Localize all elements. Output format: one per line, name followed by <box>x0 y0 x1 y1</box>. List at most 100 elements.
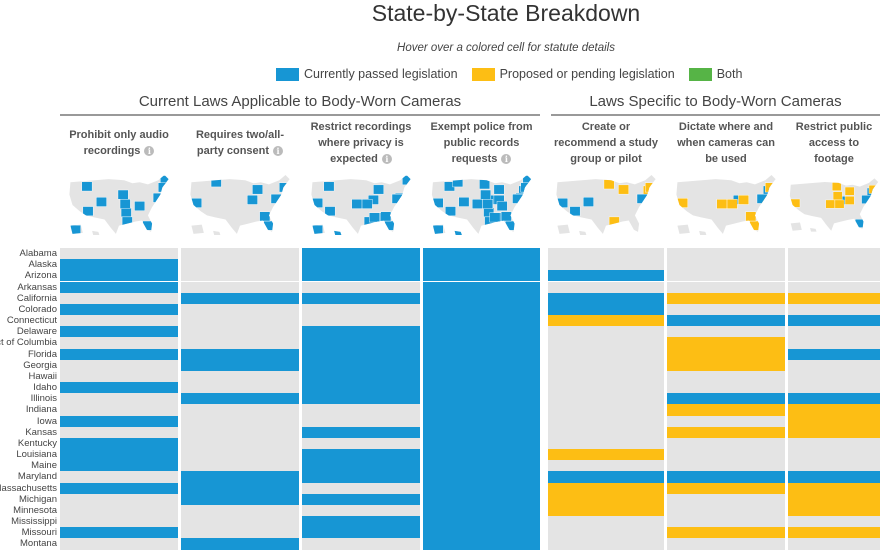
heatmap-cell[interactable] <box>548 315 664 327</box>
heatmap-cell[interactable] <box>60 326 178 338</box>
info-icon[interactable]: i <box>144 146 155 157</box>
heatmap-cell[interactable] <box>181 359 299 371</box>
heatmap-cell[interactable] <box>302 292 420 304</box>
heatmap-cell[interactable] <box>60 415 178 427</box>
heatmap-cell[interactable] <box>423 382 540 394</box>
heatmap-cell[interactable] <box>60 348 178 360</box>
heatmap-cell[interactable] <box>423 449 540 461</box>
heatmap-cell[interactable] <box>423 337 540 349</box>
heatmap-cell[interactable] <box>667 292 785 304</box>
heatmap-cell[interactable] <box>181 493 299 505</box>
heatmap-cell[interactable] <box>548 270 664 282</box>
heatmap-cell[interactable] <box>667 315 785 327</box>
heatmap-cell[interactable] <box>302 471 420 483</box>
heatmap-cell[interactable] <box>423 437 540 450</box>
heatmap-cell[interactable] <box>302 460 420 472</box>
heatmap-cell[interactable] <box>181 482 299 494</box>
heatmap-cell[interactable] <box>60 259 178 271</box>
heatmap-cell[interactable] <box>302 326 420 338</box>
heatmap-cell[interactable] <box>423 281 540 293</box>
heatmap-cell[interactable] <box>302 426 420 438</box>
heatmap-cell[interactable] <box>548 471 664 483</box>
heatmap-cell[interactable] <box>423 538 540 550</box>
heatmap-cell[interactable] <box>302 337 420 349</box>
heatmap-cell[interactable] <box>302 248 420 260</box>
heatmap-cell[interactable] <box>423 348 540 360</box>
heatmap-cell[interactable] <box>667 337 785 349</box>
heatmap-cell[interactable] <box>60 382 178 394</box>
heatmap-cell[interactable] <box>302 270 420 282</box>
heatmap-cell[interactable] <box>60 437 178 450</box>
heatmap-cell[interactable] <box>60 270 178 282</box>
heatmap-cell[interactable] <box>423 404 540 416</box>
heatmap-cell[interactable] <box>302 516 420 528</box>
heatmap-cell[interactable] <box>181 393 299 405</box>
heatmap-cell[interactable] <box>423 370 540 383</box>
heatmap-cell[interactable] <box>788 393 880 405</box>
heatmap-cell[interactable] <box>423 482 540 494</box>
heatmap-cell[interactable] <box>302 348 420 360</box>
heatmap-cell[interactable] <box>788 493 880 505</box>
heatmap-cell[interactable] <box>667 426 785 438</box>
heatmap-cell[interactable] <box>788 315 880 327</box>
heatmap-cell[interactable] <box>667 359 785 371</box>
heatmap-cell[interactable] <box>181 471 299 483</box>
heatmap-cell[interactable] <box>548 303 664 315</box>
heatmap-cell[interactable] <box>302 449 420 461</box>
heatmap-cell[interactable] <box>302 393 420 405</box>
heatmap-cell[interactable] <box>423 315 540 327</box>
info-icon[interactable]: i <box>381 154 392 165</box>
heatmap-cell[interactable] <box>423 504 540 517</box>
heatmap-cell[interactable] <box>548 292 664 304</box>
heatmap-cell[interactable] <box>788 404 880 416</box>
heatmap-cell[interactable] <box>423 303 540 315</box>
heatmap-cell[interactable] <box>60 449 178 461</box>
heatmap-cell[interactable] <box>60 281 178 293</box>
heatmap-cell[interactable] <box>60 482 178 494</box>
heatmap-cell[interactable] <box>667 527 785 539</box>
heatmap-cell[interactable] <box>548 504 664 517</box>
heatmap-cell[interactable] <box>302 370 420 383</box>
heatmap-cell[interactable] <box>548 482 664 494</box>
heatmap-cell[interactable] <box>667 393 785 405</box>
heatmap-cell[interactable] <box>302 382 420 394</box>
heatmap-cell[interactable] <box>423 460 540 472</box>
heatmap-cell[interactable] <box>667 404 785 416</box>
heatmap-cell[interactable] <box>302 359 420 371</box>
heatmap-cell[interactable] <box>302 493 420 505</box>
heatmap-cell[interactable] <box>423 359 540 371</box>
heatmap-cell[interactable] <box>423 426 540 438</box>
heatmap-cell[interactable] <box>302 259 420 271</box>
heatmap-cell[interactable] <box>667 348 785 360</box>
heatmap-cell[interactable] <box>302 527 420 539</box>
heatmap-cell[interactable] <box>788 415 880 427</box>
heatmap-cell[interactable] <box>181 538 299 550</box>
heatmap-cell[interactable] <box>788 471 880 483</box>
heatmap-cell[interactable] <box>60 303 178 315</box>
heatmap-cell[interactable] <box>423 248 540 260</box>
heatmap-cell[interactable] <box>423 471 540 483</box>
info-icon[interactable]: i <box>273 146 284 157</box>
heatmap-cell[interactable] <box>423 292 540 304</box>
heatmap-cell[interactable] <box>423 270 540 282</box>
heatmap-cell[interactable] <box>423 516 540 528</box>
heatmap-cell[interactable] <box>788 292 880 304</box>
heatmap-cell[interactable] <box>788 504 880 517</box>
heatmap-cell[interactable] <box>423 527 540 539</box>
heatmap-cell[interactable] <box>667 471 785 483</box>
heatmap-cell[interactable] <box>667 482 785 494</box>
heatmap-cell[interactable] <box>423 393 540 405</box>
heatmap-cell[interactable] <box>60 460 178 472</box>
heatmap-cell[interactable] <box>788 426 880 438</box>
heatmap-cell[interactable] <box>788 348 880 360</box>
info-icon[interactable]: i <box>501 154 512 165</box>
heatmap-cell[interactable] <box>181 348 299 360</box>
heatmap-cell[interactable] <box>423 259 540 271</box>
heatmap-cell[interactable] <box>181 292 299 304</box>
heatmap-cell[interactable] <box>788 482 880 494</box>
heatmap-cell[interactable] <box>548 493 664 505</box>
heatmap-cell[interactable] <box>60 527 178 539</box>
heatmap-cell[interactable] <box>423 326 540 338</box>
heatmap-cell[interactable] <box>548 449 664 461</box>
heatmap-cell[interactable] <box>423 493 540 505</box>
